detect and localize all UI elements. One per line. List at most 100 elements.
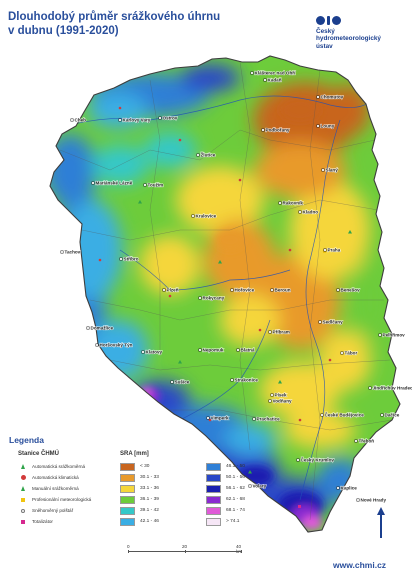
svg-text:Domažlice: Domažlice — [91, 326, 114, 331]
stations-legend: Automatická srážkoměrná Automatická klim… — [18, 461, 91, 527]
svg-text:Stříbro: Stříbro — [124, 257, 139, 262]
town-label: Český Krumlov — [296, 456, 335, 463]
scale-tick — [185, 550, 186, 553]
chmi-logo-mark — [316, 16, 381, 25]
sra-class-swatch — [206, 517, 221, 526]
chmi-logo: Český hydrometeorologický ústav — [316, 16, 381, 50]
sra-class-swatch — [206, 462, 221, 471]
svg-text:Kadaň: Kadaň — [268, 78, 282, 83]
sra-class-row: 39.1 - 42 — [120, 505, 159, 516]
sra-class-label: 56.1 - 62 — [226, 486, 245, 491]
town-label: Klatovy — [141, 349, 163, 355]
svg-text:Rokycany: Rokycany — [203, 296, 225, 301]
svg-text:Ostrov: Ostrov — [163, 116, 178, 121]
town-label: Benešov — [336, 287, 361, 293]
map-title-line1: Dlouhodobý průměr srážkového úhrnu — [8, 11, 220, 23]
sra-class-label: 62.1 - 68 — [226, 497, 245, 502]
svg-text:Tachov: Tachov — [65, 250, 81, 255]
triangle-icon — [21, 464, 25, 469]
sra-class-row: 42.1 - 46 — [120, 516, 159, 527]
svg-text:Prachatice: Prachatice — [257, 417, 281, 422]
sra-class-swatch — [206, 473, 221, 482]
town-label: Třeboň — [354, 438, 375, 444]
sra-class-label: 68.1 - 74 — [226, 508, 245, 513]
station-label: Totalizátor — [32, 519, 53, 524]
town-label: Ostrov — [158, 115, 178, 121]
sra-class-label: 36.1 - 39 — [140, 497, 159, 502]
svg-text:Příbram: Příbram — [273, 330, 290, 335]
sra-class-row: 56.1 - 62 — [206, 483, 245, 494]
sra-class-label: 30.1 - 33 — [140, 475, 159, 480]
town-label: Kladno — [298, 209, 319, 215]
town-label: Kralovice — [191, 213, 217, 219]
svg-text:České Budějovice: České Budějovice — [325, 412, 365, 418]
station-label: Automatická klimatická — [32, 475, 79, 480]
svg-text:Toužim: Toužim — [148, 183, 164, 188]
town-label: Stříbro — [119, 256, 139, 262]
svg-text:Volary: Volary — [253, 484, 267, 489]
sra-class-swatch — [206, 506, 221, 515]
town-label: Volary — [248, 483, 267, 489]
town-label: Vimperk — [206, 415, 230, 421]
svg-text:Písek: Písek — [275, 393, 287, 398]
logo-line3: ústav — [316, 42, 333, 50]
svg-text:Rakovník: Rakovník — [283, 201, 304, 206]
svg-text:Klatovy: Klatovy — [146, 350, 163, 355]
svg-text:Podbořany: Podbořany — [266, 128, 290, 133]
town-label: Tachov — [60, 249, 81, 255]
sra-class-row: > 74.1 — [206, 516, 245, 527]
square-icon — [21, 519, 25, 524]
svg-text:Hořovice: Hořovice — [235, 288, 255, 293]
sra-class-label: < 30 — [140, 464, 150, 469]
station-row: Automatická srážkoměrná — [18, 461, 91, 472]
sra-legend-column-2: 46.1 - 50 50.1 - 56 56.1 - 62 62.1 - 68 68.1… — [206, 461, 245, 527]
station-label: Automatická srážkoměrná — [32, 464, 86, 469]
town-label: České Budějovice — [320, 411, 365, 418]
station-label: Profesionální meteorologická — [32, 497, 92, 502]
svg-text:Nové Hrady: Nové Hrady — [361, 498, 387, 503]
svg-text:Vodňany: Vodňany — [273, 399, 293, 404]
sra-class-row: 36.1 - 39 — [120, 494, 159, 505]
svg-text:Třeboň: Třeboň — [359, 439, 375, 444]
sra-class-row: < 30 — [120, 461, 159, 472]
town-label: Podbořany — [261, 127, 291, 133]
svg-text:Benešov: Benešov — [341, 288, 361, 293]
sra-class-label: > 74.1 — [226, 519, 240, 524]
station-markers — [98, 106, 352, 508]
town-label: Mariánské Lázně — [91, 180, 133, 186]
svg-text:Chomutov: Chomutov — [321, 95, 344, 100]
sra-class-row: 62.1 - 68 — [206, 494, 245, 505]
svg-text:Sedlčany: Sedlčany — [323, 320, 344, 325]
sra-class-swatch — [120, 506, 135, 515]
sra-class-swatch — [206, 484, 221, 493]
svg-text:Strakonice: Strakonice — [235, 378, 259, 383]
scale-label-20: 20 — [182, 544, 188, 549]
town-label: Horšovský Týn — [95, 342, 133, 348]
logo-line1: Český — [316, 28, 335, 35]
sra-class-swatch — [120, 495, 135, 504]
town-label: Kadaň — [263, 77, 282, 83]
town-label: Praha — [323, 247, 341, 253]
svg-text:Klášterec nad Ohří: Klášterec nad Ohří — [255, 71, 297, 76]
town-label: Rakovník — [278, 200, 304, 206]
station-label: Manuální srážkoměrná — [32, 486, 79, 491]
town-label: Chomutov — [316, 94, 344, 100]
sra-class-label: 42.1 - 46 — [140, 519, 159, 524]
town-label: Sušice — [170, 379, 190, 385]
svg-text:Vimperk: Vimperk — [211, 416, 229, 421]
station-row: Automatická klimatická — [18, 472, 91, 483]
town-label: Strakonice — [230, 377, 259, 383]
sra-class-label: 33.1 - 36 — [140, 486, 159, 491]
sra-legend-title: SRA [mm] — [120, 451, 149, 457]
station-label: Sněhoměrný polštář — [32, 508, 74, 513]
scale-tick — [241, 550, 242, 553]
station-row: Totalizátor — [18, 516, 91, 527]
svg-text:Tábor: Tábor — [345, 351, 358, 356]
map-title-line2: v dubnu (1991-2020) — [8, 25, 119, 37]
town-label: Vodňany — [268, 398, 293, 404]
logo-line2: hydrometeorologický — [316, 35, 381, 43]
svg-text:Louny: Louny — [321, 124, 335, 129]
svg-text:Sušice: Sušice — [175, 380, 190, 385]
sra-class-swatch — [120, 517, 135, 526]
